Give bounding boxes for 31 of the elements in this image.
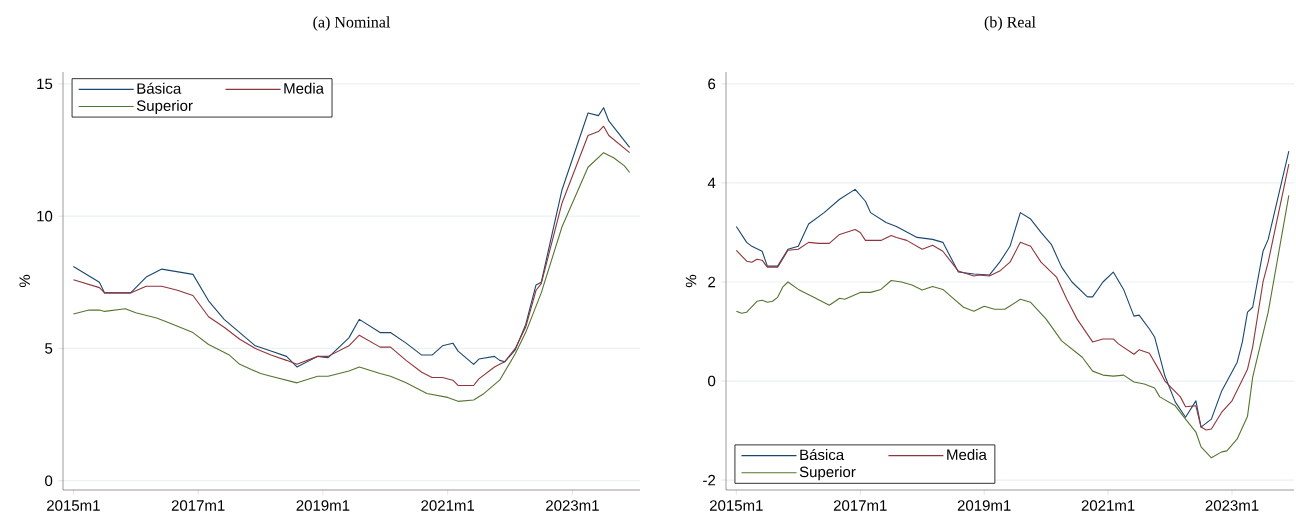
x-tick-label: 2017m1 [833, 500, 887, 511]
x-tick-label: 2023m1 [1205, 500, 1259, 511]
y-tick-label: 15 [37, 78, 53, 90]
x-tick-label: 2021m1 [421, 500, 475, 511]
y-axis-title: % [19, 274, 30, 288]
x-tick-label: 2021m1 [1081, 500, 1135, 511]
y-tick-label: 5 [45, 343, 53, 354]
x-tick-label: 2019m1 [296, 500, 350, 511]
y-tick-label: 4 [707, 177, 716, 189]
y-tick-label: 0 [708, 375, 716, 387]
legend-label: Media [284, 82, 325, 94]
chart-title: (a) Nominal [313, 16, 391, 31]
legend-label: Superior [799, 466, 856, 481]
y-tick-label: -2 [703, 474, 716, 486]
legend-label: Básica [800, 448, 845, 461]
y-tick-label: 2 [708, 276, 716, 288]
legend-label: Básica [137, 82, 182, 94]
x-tick-label: 2015m1 [709, 500, 763, 511]
x-tick-label: 2023m1 [546, 500, 599, 511]
line-series [72, 152, 631, 402]
line-series [735, 194, 1290, 459]
y-tick-label: 0 [45, 475, 53, 487]
y-tick-label: 6 [708, 78, 716, 90]
legend-label: Superior [136, 99, 193, 114]
x-tick-label: 2019m1 [957, 500, 1011, 511]
y-axis-title: % [685, 274, 697, 288]
x-tick-label: 2017m1 [171, 500, 225, 511]
chart-title: (b) Real [984, 16, 1036, 31]
legend-label: Media [947, 448, 987, 460]
y-tick-label: 10 [37, 210, 53, 222]
x-tick-label: 2015m1 [47, 500, 100, 511]
